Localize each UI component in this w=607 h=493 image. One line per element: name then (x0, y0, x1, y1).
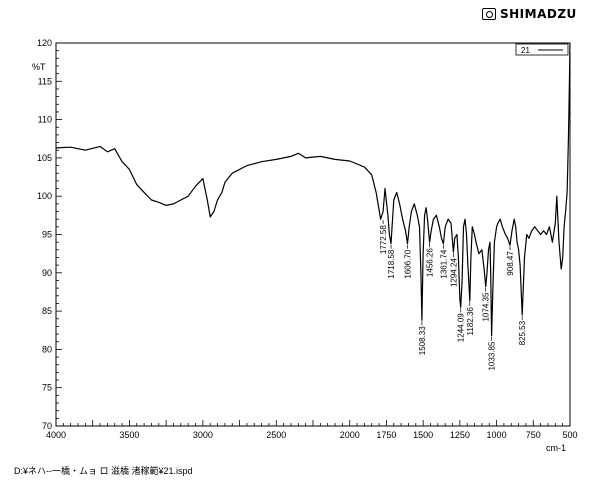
y-tick-label: 110 (38, 115, 52, 125)
y-tick-label: 115 (38, 76, 52, 86)
y-tick-label: 80 (42, 344, 52, 354)
x-tick-label: 750 (526, 430, 541, 440)
brand: SHIMADZU (482, 6, 577, 22)
peak-label: 1294.24 (449, 258, 458, 287)
legend-entry-label: 21 (521, 46, 530, 55)
peak-label: 1361.74 (439, 249, 448, 278)
peak-label: 1718.58 (387, 249, 396, 278)
y-tick-label: 105 (37, 153, 52, 163)
spectrum-line (55, 42, 571, 337)
x-tick-label: 2500 (266, 430, 286, 440)
shimadzu-logo-icon (482, 8, 496, 20)
x-tick-label: 4000 (46, 430, 66, 440)
peak-label: 1456.26 (426, 248, 435, 277)
x-tick-label: 1000 (487, 430, 507, 440)
peak-label: 1033.85 (488, 341, 497, 370)
y-tick-label: 95 (42, 230, 52, 240)
brand-name: SHIMADZU (500, 7, 577, 21)
x-axis-label: cm-1 (546, 443, 566, 453)
y-axis: 70 75 80 85 90 95 100 105 110 115 120 (37, 38, 62, 431)
peak-label: 1606.70 (403, 249, 412, 278)
x-tick-label: 1250 (450, 430, 470, 440)
y-tick-label: 75 (42, 383, 52, 393)
file-path: D:¥ネハ--一橋・ムョ ロ 滋橋 渚稼範¥21.ispd (14, 466, 193, 476)
x-tick-label: 2000 (340, 430, 360, 440)
x-tick-label: 1750 (376, 430, 396, 440)
y-tick-label: 90 (42, 268, 52, 278)
x-axis: 4000 3500 3000 2500 2000 1750 1500 1250 1000 750 5… (46, 420, 578, 440)
y-tick-label: 120 (37, 38, 52, 48)
legend: 21 (515, 43, 569, 56)
peak-label: 1182.36 (466, 307, 475, 336)
x-tick-label: 1500 (413, 430, 433, 440)
x-tick-label: 500 (562, 430, 577, 440)
peak-label: 1508.33 (418, 326, 427, 355)
peak-label: 1244.09 (457, 313, 466, 342)
peak-label: 825.53 (518, 320, 527, 345)
peak-label: 1772.58 (379, 225, 388, 254)
y-axis-label: %T (32, 62, 46, 72)
x-tick-label: 3000 (193, 430, 213, 440)
y-tick-label: 70 (42, 421, 52, 431)
y-tick-label: 85 (42, 306, 52, 316)
y-tick-label: 100 (37, 191, 52, 201)
peak-label: 908.47 (506, 251, 515, 276)
x-tick-label: 3500 (119, 430, 139, 440)
peak-label: 1074.35 (482, 292, 491, 321)
